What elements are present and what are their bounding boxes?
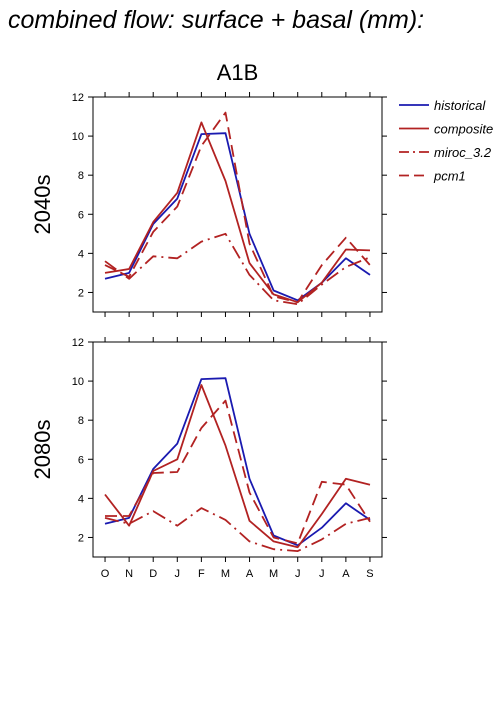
y-tick-label: 12 <box>72 337 84 349</box>
page-title: combined flow: surface + basal (mm): <box>8 6 425 34</box>
y-tick-label: 2 <box>78 287 84 299</box>
x-tick-label: N <box>125 568 133 580</box>
chart-subtitle: A1B <box>217 60 259 85</box>
chart-legend: historical composite miroc_3.2 pcm1 <box>399 98 493 184</box>
y-tick-label: 8 <box>78 170 84 182</box>
series-line-composite <box>104 121 371 304</box>
legend-label: miroc_3.2 <box>434 145 492 160</box>
y-tick-label: 10 <box>72 131 84 143</box>
series-line-pcm1 <box>105 399 371 545</box>
y-tick-label: 8 <box>78 415 84 427</box>
x-tick-label: M <box>269 568 278 580</box>
legend-label: historical <box>434 98 486 113</box>
series-line-historical <box>104 132 371 302</box>
y-tick-label: 12 <box>72 92 84 104</box>
legend-label: pcm1 <box>433 169 466 184</box>
x-tick-label: A <box>342 568 350 580</box>
x-tick-label: J <box>295 568 301 580</box>
y-tick-label: 4 <box>78 493 84 505</box>
x-tick-label: J <box>175 568 181 580</box>
legend-label: composite <box>434 122 493 137</box>
series-line-composite <box>104 384 371 549</box>
series-line-historical <box>104 377 371 547</box>
x-tick-label: S <box>366 568 373 580</box>
chart-panel-2080s: 2 4 6 8 10 12 O N D J F M A M J J A S 2080s <box>30 337 387 580</box>
y-tick-label: 4 <box>78 248 84 260</box>
plot-frame <box>92 96 383 313</box>
series-line-miroc-3-2 <box>104 507 371 552</box>
x-tick-label: F <box>198 568 205 580</box>
series-line-miroc-3-2 <box>104 232 371 306</box>
x-tick-label: D <box>149 568 157 580</box>
x-tick-label: M <box>221 568 230 580</box>
panel-label: 2080s <box>30 420 55 480</box>
y-tick-label: 2 <box>78 532 84 544</box>
x-tick-label: J <box>319 568 325 580</box>
plot-frame <box>92 341 383 558</box>
y-tick-label: 10 <box>72 376 84 388</box>
y-tick-label: 6 <box>78 209 84 221</box>
x-tick-label: A <box>246 568 254 580</box>
y-tick-label: 6 <box>78 454 84 466</box>
chart-panel-2040s: 2 4 6 8 10 12 2040s A1B <box>30 60 387 317</box>
panel-label: 2040s <box>30 175 55 235</box>
x-tick-label: O <box>101 568 110 580</box>
